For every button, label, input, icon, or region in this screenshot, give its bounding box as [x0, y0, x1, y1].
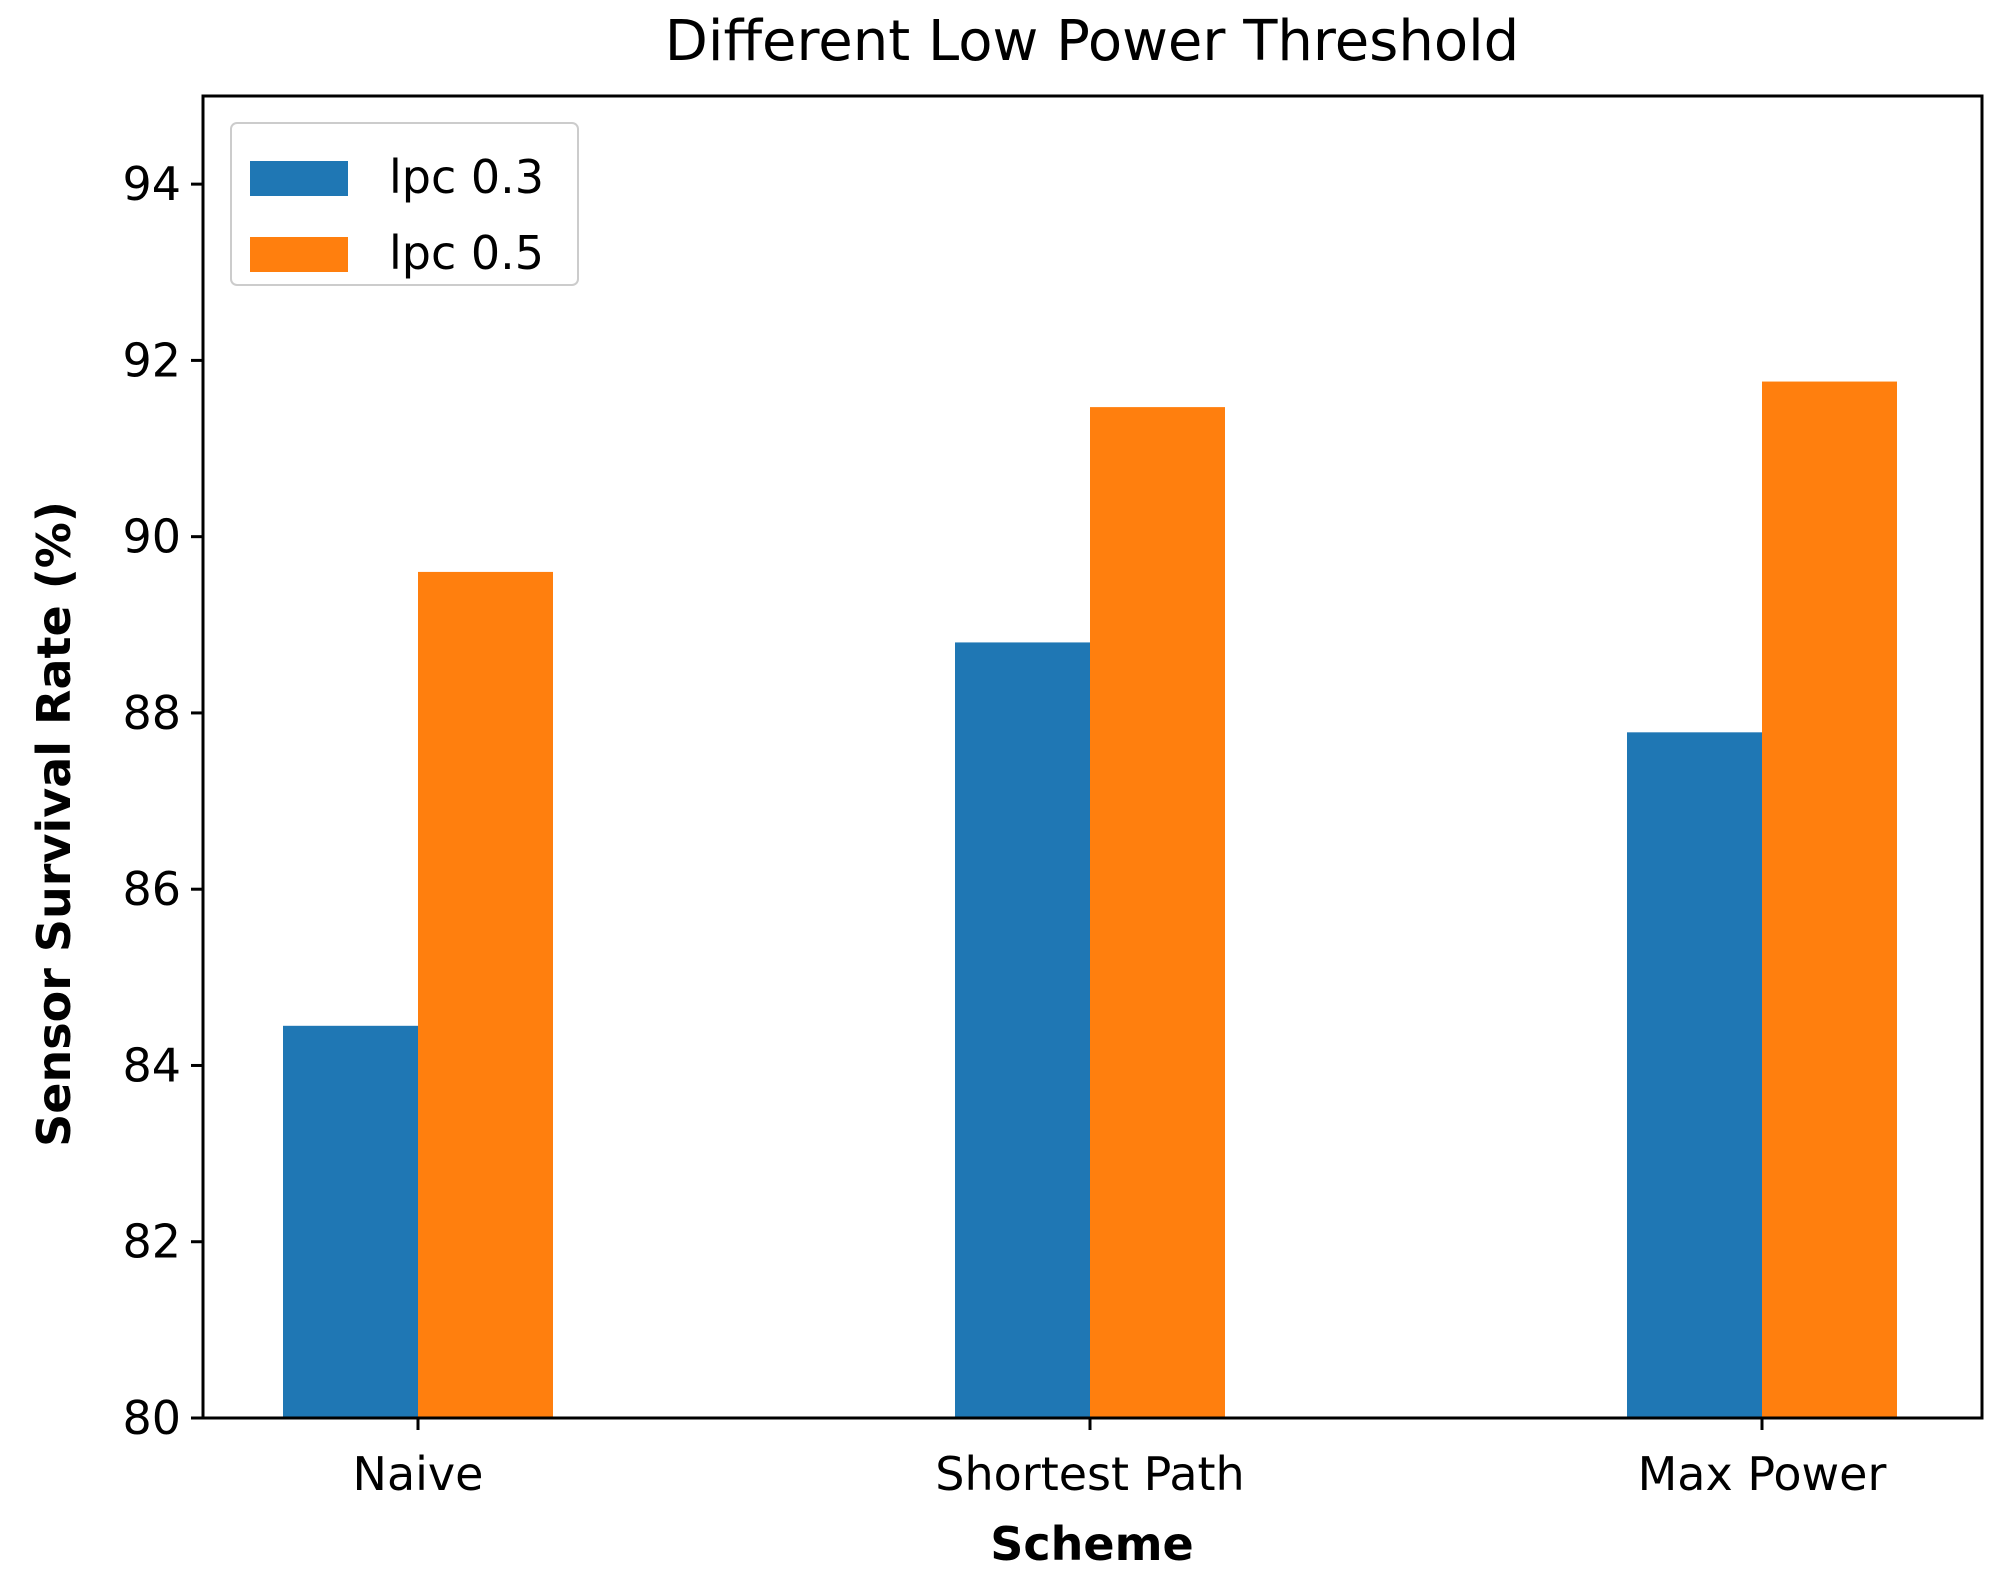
- y-axis-label: Sensor Survival Rate (%): [27, 501, 81, 1147]
- legend-swatch: [250, 161, 348, 196]
- bar-naive-lpc-0-3: [283, 1025, 418, 1418]
- bar-naive-lpc-0-5: [418, 571, 553, 1418]
- x-axis-label: Scheme: [990, 1517, 1193, 1571]
- y-tick-label: 82: [122, 1215, 181, 1269]
- x-tick-label: Shortest Path: [935, 1447, 1244, 1501]
- legend: lpc 0.3 lpc 0.5: [230, 122, 579, 286]
- y-tick-label: 88: [122, 686, 181, 740]
- x-tick-label: Max Power: [1638, 1447, 1887, 1501]
- y-tick-label: 94: [122, 157, 181, 211]
- x-tick-label: Naive: [353, 1447, 484, 1501]
- bar-max-power-lpc-0-3: [1627, 732, 1762, 1418]
- legend-label: lpc 0.3: [389, 150, 544, 204]
- legend-swatch: [250, 237, 348, 272]
- y-tick-label: 90: [122, 510, 181, 564]
- bar-shortest-path-lpc-0-3: [955, 642, 1090, 1418]
- y-tick-label: 84: [122, 1038, 181, 1092]
- bar-shortest-path-lpc-0-5: [1090, 407, 1225, 1418]
- bar-max-power-lpc-0-5: [1762, 381, 1897, 1418]
- legend-label: lpc 0.5: [389, 226, 544, 280]
- y-tick-label: 92: [122, 333, 181, 387]
- bars-layer: [283, 381, 1897, 1418]
- chart-title: Different Low Power Threshold: [665, 9, 1519, 74]
- y-tick-label: 80: [122, 1391, 181, 1445]
- plot-frame: [201, 94, 1984, 1420]
- axes-layer: 80 82 84 86 88 90 92 94 Naive Shortest Path Max Po…: [122, 94, 1984, 1501]
- y-tick-label: 86: [122, 862, 181, 916]
